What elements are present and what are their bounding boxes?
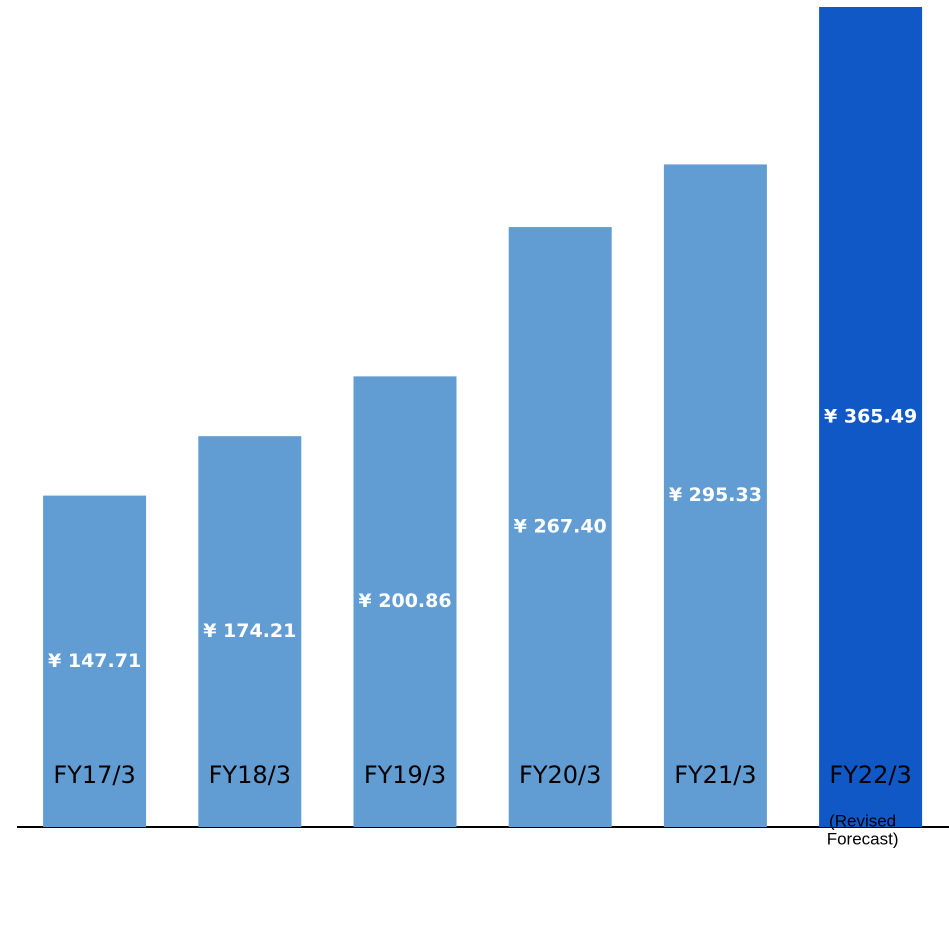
x-tick-label: FY18/3 xyxy=(209,761,291,789)
annotation: Forecast) xyxy=(827,829,899,848)
value-label: ¥ 267.40 xyxy=(514,516,607,538)
bar xyxy=(663,164,767,827)
bar xyxy=(508,227,612,827)
x-tick-label: FY19/3 xyxy=(364,761,446,789)
x-tick-label: FY22/3 xyxy=(829,761,911,789)
bar xyxy=(198,436,302,827)
x-tick-label: FY20/3 xyxy=(519,761,601,789)
bar xyxy=(43,495,147,827)
bar xyxy=(353,376,457,827)
value-label: ¥ 200.86 xyxy=(358,590,451,612)
value-label: ¥ 365.49 xyxy=(824,406,917,428)
value-label: ¥ 174.21 xyxy=(203,620,296,642)
x-tick-label: FY17/3 xyxy=(53,761,135,789)
value-label: ¥ 295.33 xyxy=(669,484,762,506)
x-tick-label: FY21/3 xyxy=(674,761,756,789)
bar xyxy=(819,7,923,827)
annotation: (Revised xyxy=(829,811,896,830)
value-label: ¥ 147.71 xyxy=(48,650,141,672)
